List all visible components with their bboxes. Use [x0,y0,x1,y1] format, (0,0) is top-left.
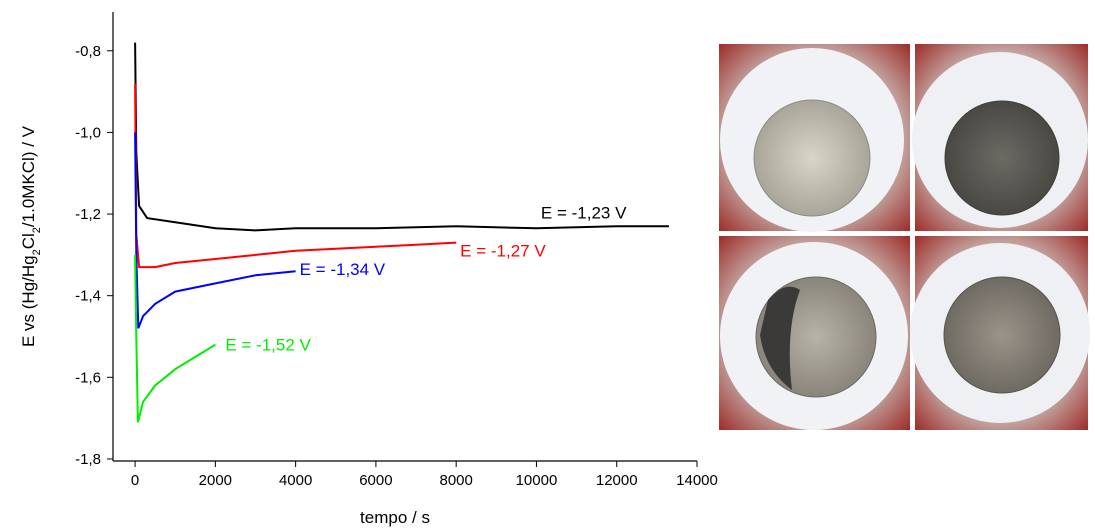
x-axis-label: tempo / s [360,508,430,527]
photo [719,44,910,232]
y-axis-label-part: 2 [31,249,43,255]
photo [910,236,1090,430]
series-line [134,42,669,232]
series-label: E = -1,23 V [541,203,627,222]
y-axis-label-part: Cl [19,233,38,249]
y-axis-label-part: E vs (Hg/Hg [19,255,38,347]
y-axis-label: E vs (Hg/Hg2Cl2/1.0MKCl) / V [19,125,43,347]
x-tick-label: 10000 [516,472,558,489]
photo [719,236,910,430]
x-tick-label: 14000 [676,472,718,489]
photo [912,44,1088,231]
series-label: E = -1,27 V [460,242,546,261]
y-tick-label: -1,8 [75,451,101,468]
x-tick-label: 0 [131,472,139,489]
y-axis-label-part: /1.0MKCl) / V [19,125,38,227]
y-tick-label: -1,0 [75,124,101,141]
x-tick-label: 12000 [596,472,638,489]
y-tick-label: -1,2 [75,206,101,223]
series-line [134,132,296,329]
photos [719,44,1090,430]
y-tick-label: -1,6 [75,369,101,386]
x-tick-label: 8000 [439,472,472,489]
x-tick-label: 4000 [279,472,312,489]
y-axis-label-part: 2 [31,227,43,233]
y-tick-label: -1,4 [75,288,101,305]
x-tick-label: 6000 [359,472,392,489]
series-line [134,254,216,423]
series-label: E = -1,34 V [300,260,386,279]
x-tick-label: 2000 [199,472,232,489]
series-line [134,83,457,269]
y-tick-label: -0,8 [75,43,101,60]
series-label: E = -1,52 V [225,336,311,355]
